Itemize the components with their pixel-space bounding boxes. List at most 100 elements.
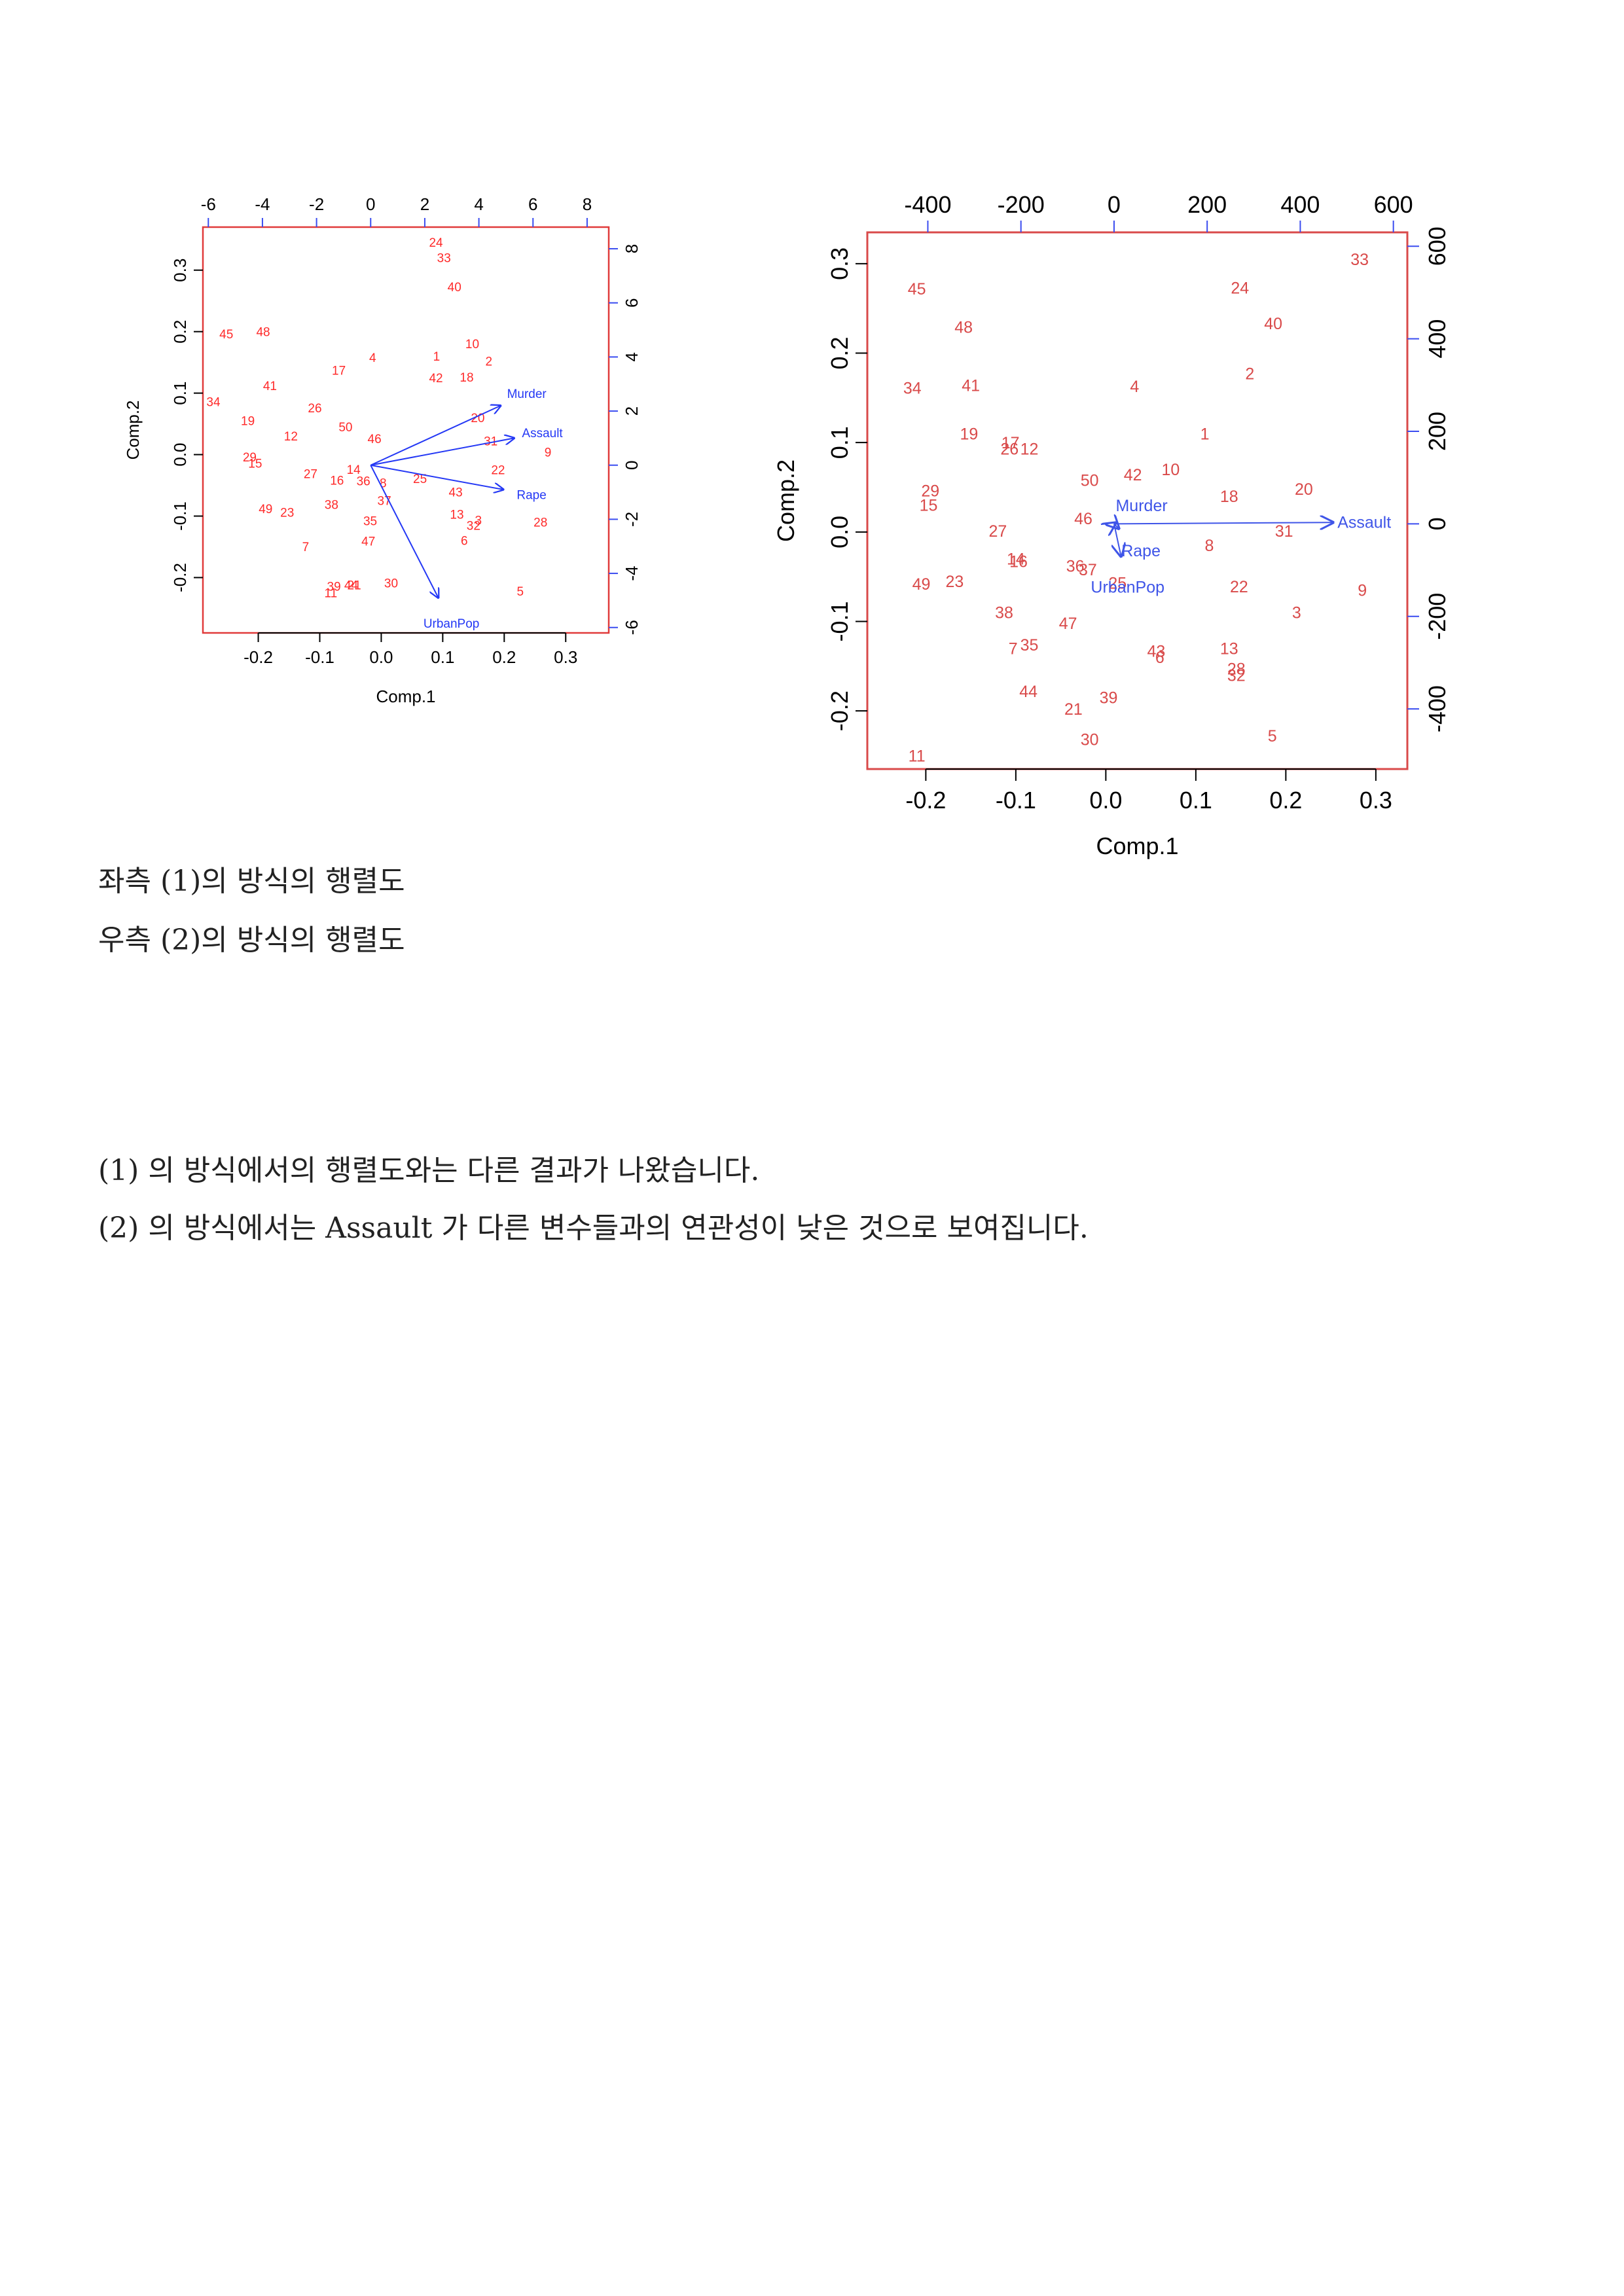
left-point-label: 45: [219, 328, 233, 342]
biplot-left: -0.2 -0.1 0.0 0.1 0.2 0.3 -0.2 -0.1 0.0 0.1 0.2 0.3…: [98, 164, 700, 772]
left-y-tick-label: 0.0: [170, 442, 190, 466]
left-point-label: 3: [475, 514, 482, 528]
right-point-label: 31: [1275, 522, 1293, 541]
right-x-tick-label: 0.1: [1180, 787, 1212, 814]
left-point-label: 5: [516, 585, 524, 599]
left-y-tick-label: 0.2: [170, 320, 190, 344]
right-point-label: 43: [1147, 642, 1165, 660]
right-point-label: 49: [912, 575, 931, 594]
right-top-tick-label: -400: [904, 191, 951, 218]
right-point-label: 22: [1230, 578, 1248, 596]
right-point-label: 48: [954, 319, 973, 337]
right-point-label: 21: [1064, 700, 1083, 719]
right-x-axis-title: Comp.1: [1096, 833, 1178, 859]
right-point-label: 19: [960, 425, 978, 443]
left-point-label: 31: [484, 435, 497, 449]
left-right-tick-label: -2: [622, 512, 641, 527]
left-y-tick-label: 0.3: [170, 259, 190, 282]
biplot-left-svg: -0.2 -0.1 0.0 0.1 0.2 0.3 -0.2 -0.1 0.0 0.1 0.2 0.3…: [123, 194, 641, 706]
right-y-tick-label: -0.2: [826, 691, 853, 731]
right-x-tick-label: 0.0: [1089, 787, 1122, 814]
right-top-tick-label: 0: [1108, 191, 1121, 218]
right-right-tick-label: 600: [1424, 226, 1451, 266]
left-point-label: 7: [302, 541, 310, 554]
biplot-right-svg: -0.2 -0.1 0.0 0.1 0.2 0.3 -0.2 -0.1 0.0 0.1 0.2 0.3…: [772, 191, 1451, 859]
left-vector-label: Assault: [522, 427, 563, 440]
right-point-label: 28: [1227, 660, 1246, 679]
left-top-tick-label: 4: [474, 194, 483, 214]
right-point-label: 27: [988, 522, 1007, 541]
left-right-tick-label: 0: [622, 460, 641, 469]
right-y-tick-label: -0.1: [826, 601, 853, 641]
right-point-label: 41: [962, 376, 980, 395]
right-y-axis-title: Comp.2: [772, 459, 799, 542]
left-point-label: 1: [433, 350, 441, 364]
left-point-label: 30: [384, 577, 398, 591]
right-point-label: 10: [1161, 461, 1180, 479]
left-right-tick-label: 8: [622, 244, 641, 253]
left-point-label: 40: [448, 281, 461, 295]
right-point-label: 39: [1100, 689, 1118, 707]
right-x-tick-label: 0.3: [1360, 787, 1392, 814]
left-point-label: 36: [357, 475, 370, 489]
left-vector-rape: [370, 464, 503, 490]
left-x-tick-label: -0.1: [305, 647, 334, 667]
right-point-label: 24: [1231, 279, 1249, 297]
right-point-label: 29: [921, 482, 939, 501]
left-top-tick-label: 6: [528, 194, 537, 214]
right-point-label: 44: [1019, 683, 1038, 701]
right-top-tick-label: 200: [1187, 191, 1227, 218]
left-vector-label: Rape: [516, 489, 546, 503]
left-point-label: 12: [284, 430, 298, 444]
left-point-label: 38: [325, 498, 338, 512]
biplot-right: -0.2 -0.1 0.0 0.1 0.2 0.3 -0.2 -0.1 0.0 0.1 0.2 0.3…: [727, 157, 1578, 923]
left-point-label: 46: [368, 433, 382, 446]
right-top-tick-label: 600: [1374, 191, 1413, 218]
left-point-label: 28: [533, 516, 547, 530]
right-point-label: 16: [1009, 553, 1028, 571]
right-x-tick-label: 0.2: [1269, 787, 1302, 814]
right-point-label: 18: [1220, 488, 1238, 506]
right-point-label: 33: [1350, 251, 1369, 269]
right-point-label: 3: [1292, 604, 1301, 622]
right-point-label: 47: [1059, 615, 1077, 633]
right-point-label: 30: [1081, 731, 1099, 749]
right-point-label: 6: [1155, 649, 1164, 667]
left-top-tick-label: -2: [309, 194, 324, 214]
right-y-tick-label: 0.1: [826, 426, 853, 459]
right-x-tick-label: -0.1: [996, 787, 1036, 814]
right-point-label: 15: [920, 497, 938, 515]
left-point-label: 34: [206, 395, 221, 409]
right-x-tick-label: -0.2: [905, 787, 946, 814]
right-y-tick-label: 0.2: [826, 336, 853, 369]
right-point-label: 8: [1205, 537, 1214, 555]
right-top-tick-label: 400: [1280, 191, 1320, 218]
right-point-label: 2: [1245, 365, 1254, 384]
left-top-tick-label: 8: [583, 194, 592, 214]
left-point-label: 29: [243, 451, 257, 465]
right-top-tick-label: -200: [998, 191, 1045, 218]
left-y-tick-label: 0.1: [170, 382, 190, 405]
right-point-label: 34: [903, 380, 922, 398]
right-point-label: 37: [1079, 561, 1097, 579]
left-point-label: 21: [348, 579, 361, 592]
left-x-tick-label: -0.2: [244, 647, 273, 667]
left-top-tick-label: 0: [366, 194, 375, 214]
left-point-label: 11: [325, 587, 338, 601]
right-vector-urbanpop: [1114, 524, 1121, 556]
right-point-label: 5: [1268, 727, 1277, 745]
right-point-label: 35: [1020, 636, 1039, 655]
left-point-label: 22: [491, 464, 505, 478]
left-point-label: 2: [486, 355, 493, 368]
left-y-tick-label: -0.1: [170, 501, 190, 531]
left-right-tick-label: 2: [622, 406, 641, 416]
left-point-label: 50: [338, 421, 352, 435]
left-point-label: 47: [361, 535, 375, 549]
right-vector-label: UrbanPop: [1091, 578, 1164, 596]
right-point-label: 26: [1000, 440, 1019, 458]
right-point-label: 46: [1074, 510, 1092, 528]
left-point-label: 16: [330, 475, 344, 488]
note-1: (1) 의 방식에서의 행렬도와는 다른 결과가 나왔습니다.: [98, 1154, 760, 1187]
right-point-label: 7: [1009, 639, 1018, 658]
left-point-label: 39: [327, 580, 341, 594]
